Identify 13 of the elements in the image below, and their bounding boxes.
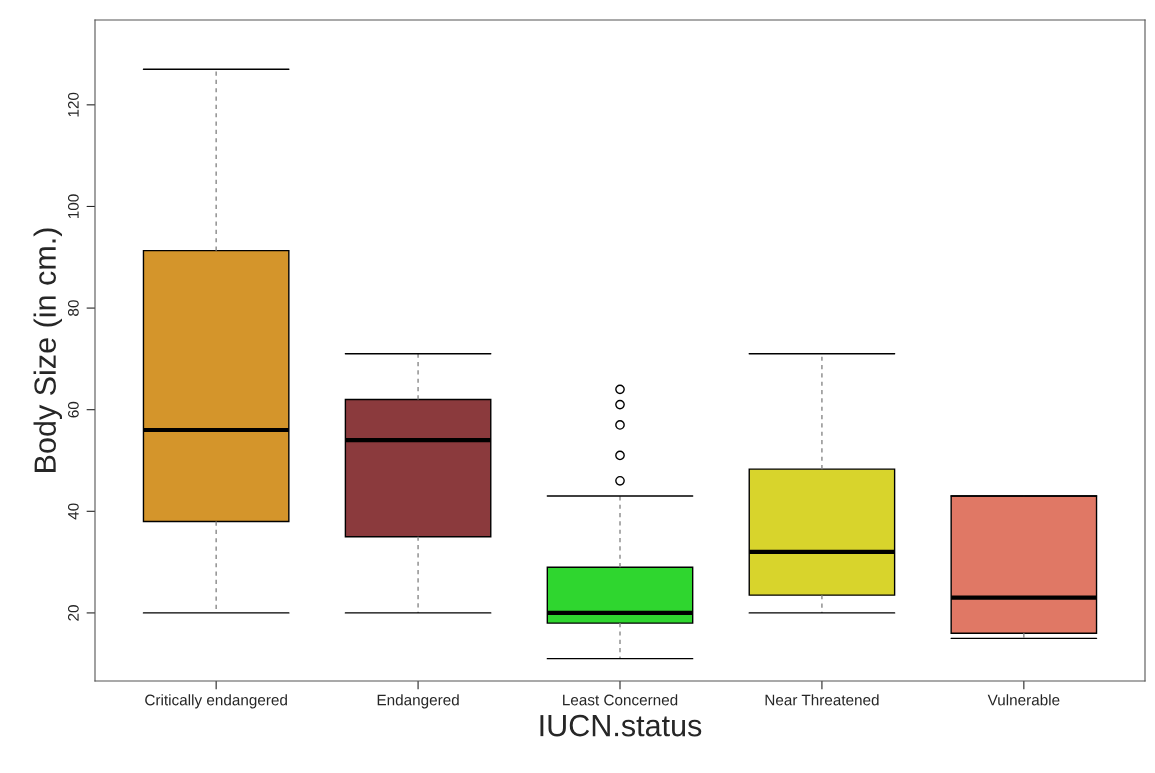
y-tick-label: 60 <box>67 401 79 418</box>
y-tick-label: 40 <box>67 503 79 520</box>
x-tick-label: Near Threatened <box>765 694 879 706</box>
y-tick-label: 80 <box>67 300 79 316</box>
y-tick-label: 20 <box>67 605 79 621</box>
x-tick-label: Endangered <box>377 694 459 709</box>
x-tick-label: Critically endangered <box>145 694 287 709</box>
y-axis-title: Body Size (in cm.) <box>33 228 63 472</box>
x-axis-title: IUCN.status <box>540 714 702 737</box>
y-tick-label: 120 <box>67 92 79 117</box>
y-tick-label: 100 <box>67 194 79 219</box>
x-tick-label: Vulnerable <box>987 694 1060 706</box>
x-tick-label: Least Concerned <box>563 694 678 706</box>
